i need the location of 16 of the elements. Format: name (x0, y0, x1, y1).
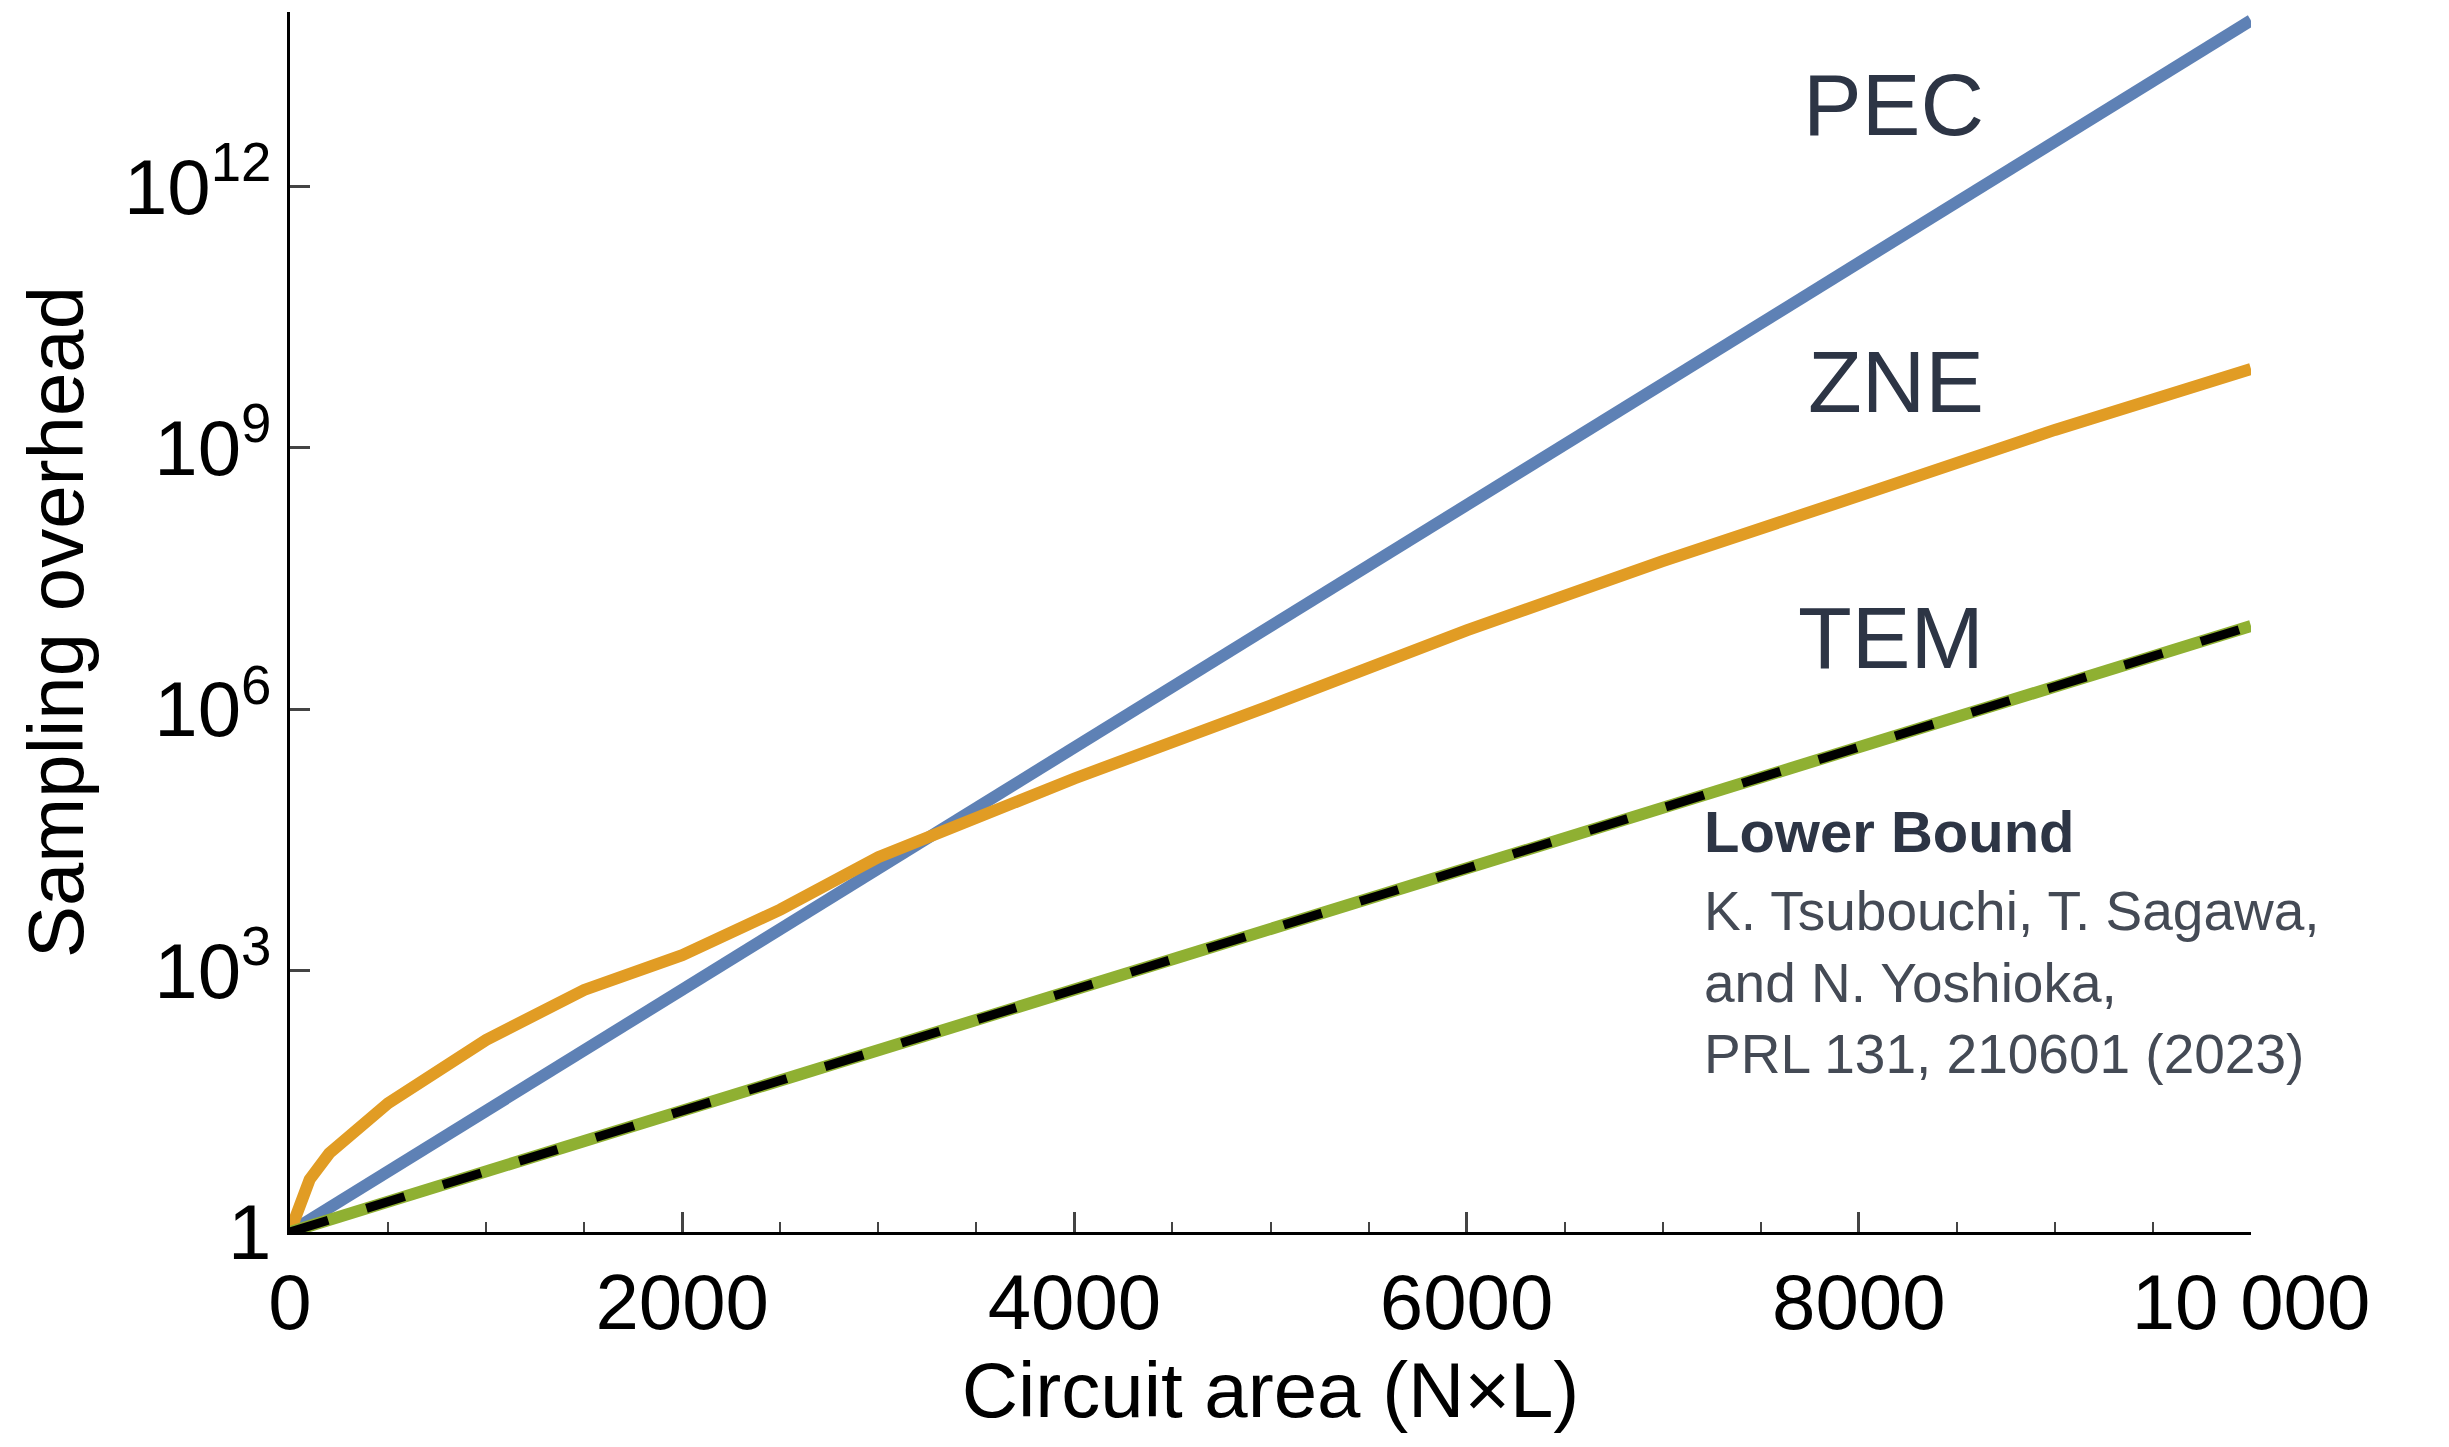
series-label: TEM (1798, 588, 1984, 687)
annotation: K. Tsubouchi, T. Sagawa, and N. Yoshioka, PRL 131, 210601 (2023) (1704, 880, 2320, 1085)
series-label: Lower Bound (1704, 799, 2075, 864)
x-tick-label: 4000 (987, 1257, 1162, 1346)
x-tick-label: 6000 (1379, 1257, 1554, 1346)
y-tick-label: 10$^{3}$ (154, 916, 272, 1015)
x-tick-label: 8000 (1772, 1257, 1946, 1346)
series-label: ZNE (1808, 332, 1984, 431)
y-tick-label: 10$^{12}$ (123, 131, 272, 231)
y-axis-title: Sampling overhead (12, 285, 101, 959)
series-label: PEC (1803, 55, 1984, 154)
y-tick-label: 10$^{9}$ (154, 393, 272, 493)
x-axis-title: Circuit area (N×L) (961, 1345, 1580, 1434)
y-tick-label: 10$^{6}$ (154, 654, 272, 754)
x-tick-label: 2000 (595, 1257, 769, 1346)
x-tick-label: 10 000 (2131, 1257, 2371, 1346)
